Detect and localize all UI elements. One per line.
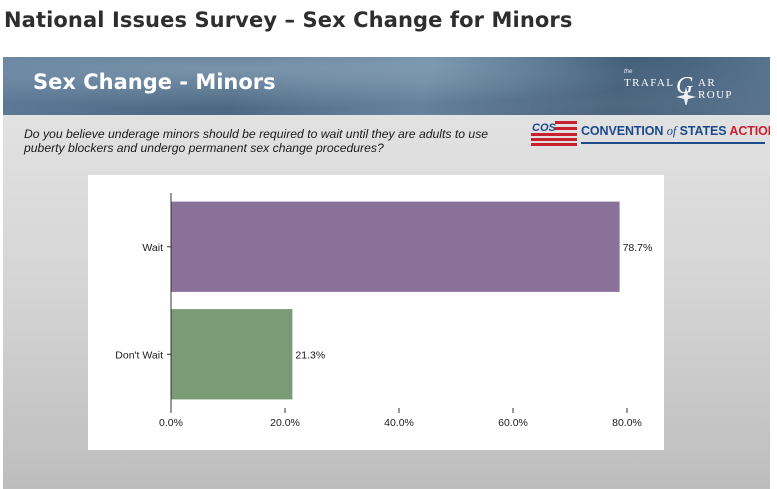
x-tick-label: 60.0% — [498, 417, 528, 429]
logo-big-letter: G — [676, 73, 693, 99]
x-tick-label: 20.0% — [270, 417, 300, 429]
slide: Sex Change - Minors the TRAFAL G AR ROUP… — [3, 57, 770, 489]
data-label: 21.3% — [295, 349, 325, 361]
data-label: 78.7% — [623, 242, 653, 254]
cos-underline — [581, 142, 765, 144]
slide-banner: Sex Change - Minors the TRAFAL G AR ROUP — [3, 57, 770, 115]
logo-line1-end: AR — [698, 77, 716, 89]
bar-chart: 78.7% Wait 21.3% Don't Wait 0.0% 20.0% 40.0% 60… — [115, 193, 653, 429]
x-tick-label: 0.0% — [159, 417, 183, 429]
slide-title: Sex Change - Minors — [33, 70, 276, 94]
cos-badge-text: COS — [532, 122, 557, 134]
y-tick-label: Don't Wait — [115, 349, 163, 361]
bar-wait — [171, 201, 620, 292]
x-tick-label: 40.0% — [384, 417, 414, 429]
compass-star-icon — [676, 87, 696, 105]
convention-of-states-logo: COS CONVENTION of STATES ACTION — [531, 119, 770, 147]
bar-don-t-wait — [171, 309, 293, 400]
logo-small-text: the — [624, 69, 633, 75]
chart-area: 78.7% Wait 21.3% Don't Wait 0.0% 20.0% 40.0% 60… — [88, 175, 664, 450]
page-title: National Issues Survey – Sex Change for … — [4, 8, 573, 32]
trafalgar-group-logo: the TRAFAL G AR ROUP — [624, 69, 733, 105]
logo-line1: TRAFAL — [624, 77, 674, 89]
logo-line2: ROUP — [698, 89, 733, 101]
survey-question: Do you believe underage minors should be… — [24, 127, 489, 155]
cos-flag-icon: COS — [531, 121, 577, 146]
x-tick-label: 80.0% — [612, 417, 642, 429]
y-tick-label: Wait — [142, 242, 163, 254]
cos-logo-text: CONVENTION of STATES ACTION — [581, 124, 770, 138]
